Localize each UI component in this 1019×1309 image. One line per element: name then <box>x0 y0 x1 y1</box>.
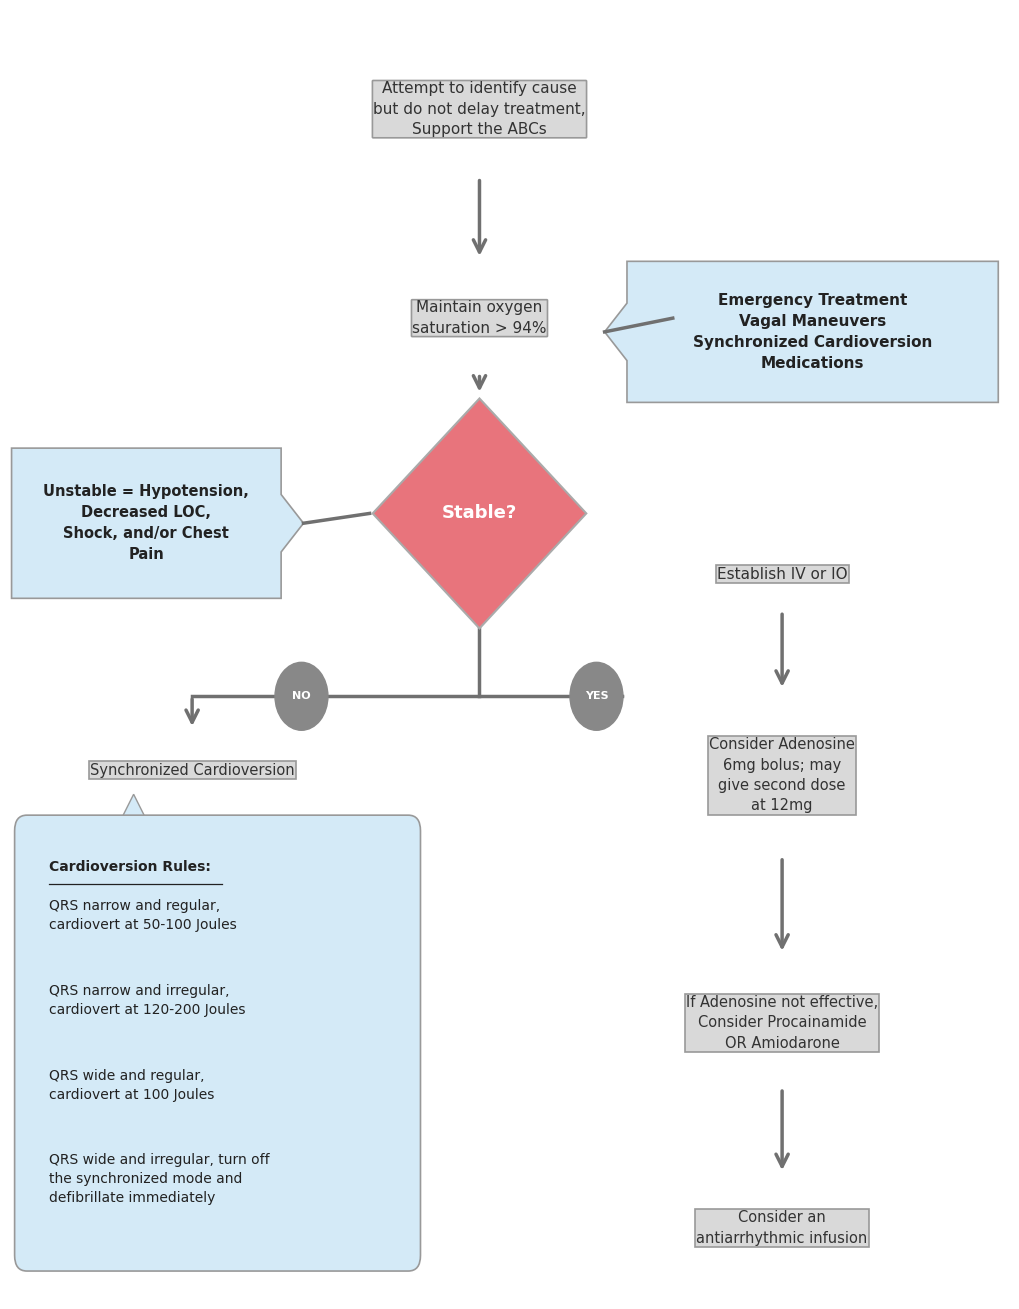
Text: Emergency Treatment
Vagal Maneuvers
Synchronized Cardioversion
Medications: Emergency Treatment Vagal Maneuvers Sync… <box>692 293 931 370</box>
Text: Attempt to identify cause
but do not delay treatment,
Support the ABCs: Attempt to identify cause but do not del… <box>373 81 585 137</box>
Text: Cardioversion Rules:: Cardioversion Rules: <box>49 860 211 873</box>
Text: QRS wide and irregular, turn off
the synchronized mode and
defibrillate immediat: QRS wide and irregular, turn off the syn… <box>49 1153 270 1206</box>
Polygon shape <box>11 448 304 598</box>
FancyBboxPatch shape <box>14 816 420 1271</box>
Text: Maintain oxygen
saturation > 94%: Maintain oxygen saturation > 94% <box>412 301 546 336</box>
Text: Synchronized Cardioversion: Synchronized Cardioversion <box>90 763 294 778</box>
Text: QRS wide and regular,
cardiovert at 100 Joules: QRS wide and regular, cardiovert at 100 … <box>49 1068 214 1101</box>
Text: QRS narrow and irregular,
cardiovert at 120-200 Joules: QRS narrow and irregular, cardiovert at … <box>49 983 246 1017</box>
Polygon shape <box>604 262 998 402</box>
Text: NO: NO <box>291 691 311 702</box>
Text: YES: YES <box>584 691 607 702</box>
Text: Consider Adenosine
6mg bolus; may
give second dose
at 12mg: Consider Adenosine 6mg bolus; may give s… <box>708 737 854 813</box>
Text: Consider an
antiarrhythmic infusion: Consider an antiarrhythmic infusion <box>696 1211 867 1246</box>
Text: QRS narrow and regular,
cardiovert at 50-100 Joules: QRS narrow and regular, cardiovert at 50… <box>49 899 236 932</box>
Text: Establish IV or IO: Establish IV or IO <box>716 567 847 581</box>
Polygon shape <box>115 795 152 831</box>
Text: Unstable = Hypotension,
Decreased LOC,
Shock, and/or Chest
Pain: Unstable = Hypotension, Decreased LOC, S… <box>44 484 249 563</box>
Circle shape <box>570 662 623 730</box>
Circle shape <box>275 662 327 730</box>
Text: If Adenosine not effective,
Consider Procainamide
OR Amiodarone: If Adenosine not effective, Consider Pro… <box>686 995 877 1051</box>
Text: Stable?: Stable? <box>441 504 517 522</box>
Polygon shape <box>372 398 586 628</box>
